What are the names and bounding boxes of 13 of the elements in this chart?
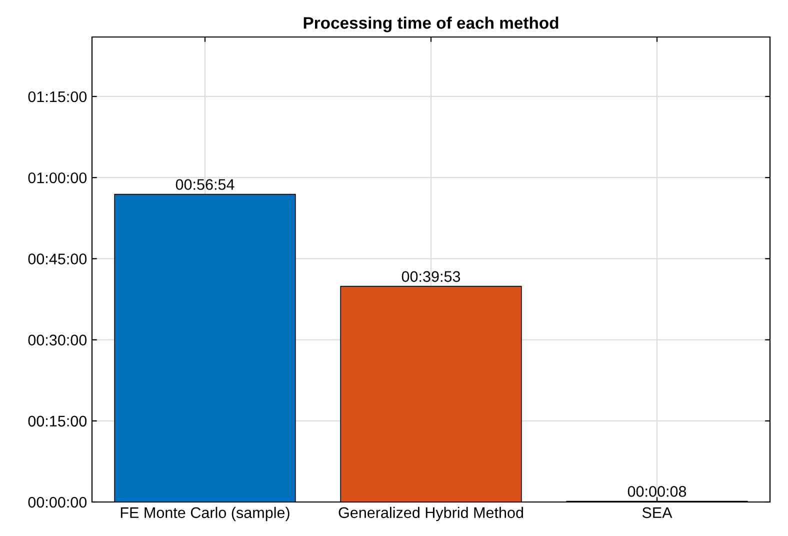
- data-label: 00:39:53: [402, 271, 460, 282]
- x-tick-label: FE Monte Carlo (sample): [120, 506, 290, 522]
- y-tick-label: 01:00:00: [28, 172, 87, 184]
- x-tick-label: SEA: [642, 507, 672, 518]
- data-label: 00:56:54: [176, 179, 234, 190]
- data-label: 00:00:08: [628, 486, 686, 497]
- y-tick-label: 00:15:00: [28, 416, 87, 427]
- x-tick-label: Generalized Hybrid Method: [338, 506, 524, 522]
- y-tick-label: 00:30:00: [28, 334, 87, 346]
- y-tick-label: 00:00:00: [28, 496, 87, 508]
- y-tick-label: 00:45:00: [28, 254, 87, 264]
- chart-title: Processing time of each method: [304, 16, 558, 32]
- y-tick-label: 01:15:00: [28, 91, 87, 102]
